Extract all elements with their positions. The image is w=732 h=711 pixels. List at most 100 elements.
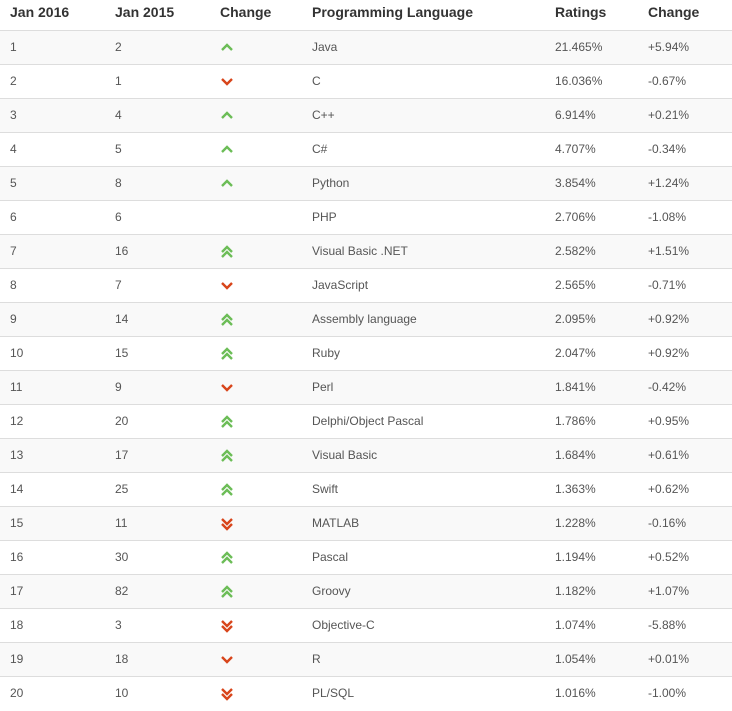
table-cell: 16 — [115, 244, 129, 258]
chevron — [221, 415, 233, 423]
table-row: 6 6 PHP 2.706% -1.08% — [0, 200, 732, 234]
table-row: 16 30 Pascal 1.194% +0.52% — [0, 540, 732, 574]
table-row: 17 82 Groovy 1.182% +1.07% — [0, 574, 732, 608]
table-cell: 4 — [115, 108, 122, 122]
chevron — [221, 245, 233, 253]
table-row: 11 9 Perl 1.841% -0.42% — [0, 370, 732, 404]
table-cell: Perl — [312, 380, 334, 394]
table-cell: 2.047% — [555, 346, 596, 360]
table-cell: PHP — [312, 210, 337, 224]
table-cell: PL/SQL — [312, 686, 355, 700]
table-cell: 3 — [10, 108, 17, 122]
table-row: 10 15 Ruby 2.047% +0.92% — [0, 336, 732, 370]
chevron — [221, 483, 233, 491]
table-cell: 20 — [115, 414, 129, 428]
table-cell: Groovy — [312, 584, 351, 598]
table-cell: 8 — [115, 176, 122, 190]
table-cell: 9 — [10, 312, 17, 326]
trend-icon — [221, 688, 233, 701]
header-cell: Change — [220, 4, 272, 20]
table-row: 18 3 Objective-C 1.074% -5.88% — [0, 608, 732, 642]
table-cell: 5 — [115, 142, 122, 156]
chevron — [221, 352, 233, 360]
table-cell: Ruby — [312, 346, 341, 360]
table-row: 1 2 Java 21.465% +5.94% — [0, 30, 732, 64]
table-cell: 10 — [115, 686, 129, 700]
chevron — [221, 449, 233, 457]
trend-icon — [221, 384, 233, 392]
table-cell: +0.52% — [648, 550, 690, 564]
table-cell: +0.62% — [648, 482, 690, 496]
chevron — [221, 318, 233, 326]
table-cell: 1.182% — [555, 584, 596, 598]
table-cell: 19 — [10, 652, 24, 666]
table-cell: 1.841% — [555, 380, 596, 394]
table-cell: 2 — [115, 40, 122, 54]
table-cell: 7 — [10, 244, 17, 258]
trend-icon — [221, 43, 233, 51]
header-cell: Jan 2015 — [115, 4, 175, 20]
table-row: 13 17 Visual Basic 1.684% +0.61% — [0, 438, 732, 472]
table-cell: C++ — [312, 108, 335, 122]
header-cell: Programming Language — [312, 4, 474, 20]
table-row: 2 1 C 16.036% -0.67% — [0, 64, 732, 98]
table-cell: -0.16% — [648, 516, 687, 530]
table-cell: Objective-C — [312, 618, 375, 632]
trend-icon — [221, 313, 233, 326]
table-cell: 8 — [10, 278, 17, 292]
table-cell: 2.095% — [555, 312, 596, 326]
trend-icon — [221, 245, 233, 258]
chevron — [221, 620, 233, 628]
chevron — [221, 551, 233, 559]
table-cell: 82 — [115, 584, 129, 598]
table-cell: 1.786% — [555, 414, 596, 428]
table-cell: 20 — [10, 686, 24, 700]
trend-icon — [221, 518, 233, 531]
table-cell: Swift — [312, 482, 339, 496]
table-cell: 6 — [115, 210, 122, 224]
table-cell: 9 — [115, 380, 122, 394]
table-cell: 2.565% — [555, 278, 596, 292]
table-cell: -0.42% — [648, 380, 687, 394]
chevron — [221, 250, 233, 258]
chevron — [221, 420, 233, 428]
chevron — [221, 282, 233, 290]
table-cell: C# — [312, 142, 328, 156]
table-cell: +1.07% — [648, 584, 690, 598]
table-cell: 18 — [115, 652, 129, 666]
chevron — [221, 384, 233, 392]
table-cell: Visual Basic .NET — [312, 244, 408, 258]
table-cell: +0.95% — [648, 414, 690, 428]
chevron — [221, 656, 233, 664]
header-cell: Jan 2016 — [10, 4, 70, 20]
chevron — [221, 454, 233, 462]
chevron — [221, 145, 233, 153]
table-cell: 1.054% — [555, 652, 596, 666]
table-cell: 16 — [10, 550, 24, 564]
chevron — [221, 625, 233, 633]
table-cell: 2.706% — [555, 210, 596, 224]
trend-icon — [221, 620, 233, 633]
table-cell: 30 — [115, 550, 129, 564]
trend-icon — [221, 145, 233, 153]
table-cell: Python — [312, 176, 350, 190]
table-cell: +0.21% — [648, 108, 690, 122]
table-cell: -0.71% — [648, 278, 687, 292]
trend-icon — [221, 282, 233, 290]
table-row: 19 18 R 1.054% +0.01% — [0, 642, 732, 676]
table-row: 8 7 JavaScript 2.565% -0.71% — [0, 268, 732, 302]
header-cell: Ratings — [555, 4, 607, 20]
table-cell: 10 — [10, 346, 24, 360]
table-row: 4 5 C# 4.707% -0.34% — [0, 132, 732, 166]
table-cell: MATLAB — [312, 516, 360, 530]
table-cell: 21.465% — [555, 40, 603, 54]
table-cell: 16.036% — [555, 74, 603, 88]
chevron — [221, 313, 233, 321]
trend-icon — [221, 415, 233, 428]
table-cell: C — [312, 74, 321, 88]
header-row: Jan 2016 Jan 2015 Change Programming Langua… — [0, 0, 732, 30]
table-cell: 11 — [10, 380, 23, 394]
table-cell: -0.34% — [648, 142, 687, 156]
table-cell: 4 — [10, 142, 17, 156]
